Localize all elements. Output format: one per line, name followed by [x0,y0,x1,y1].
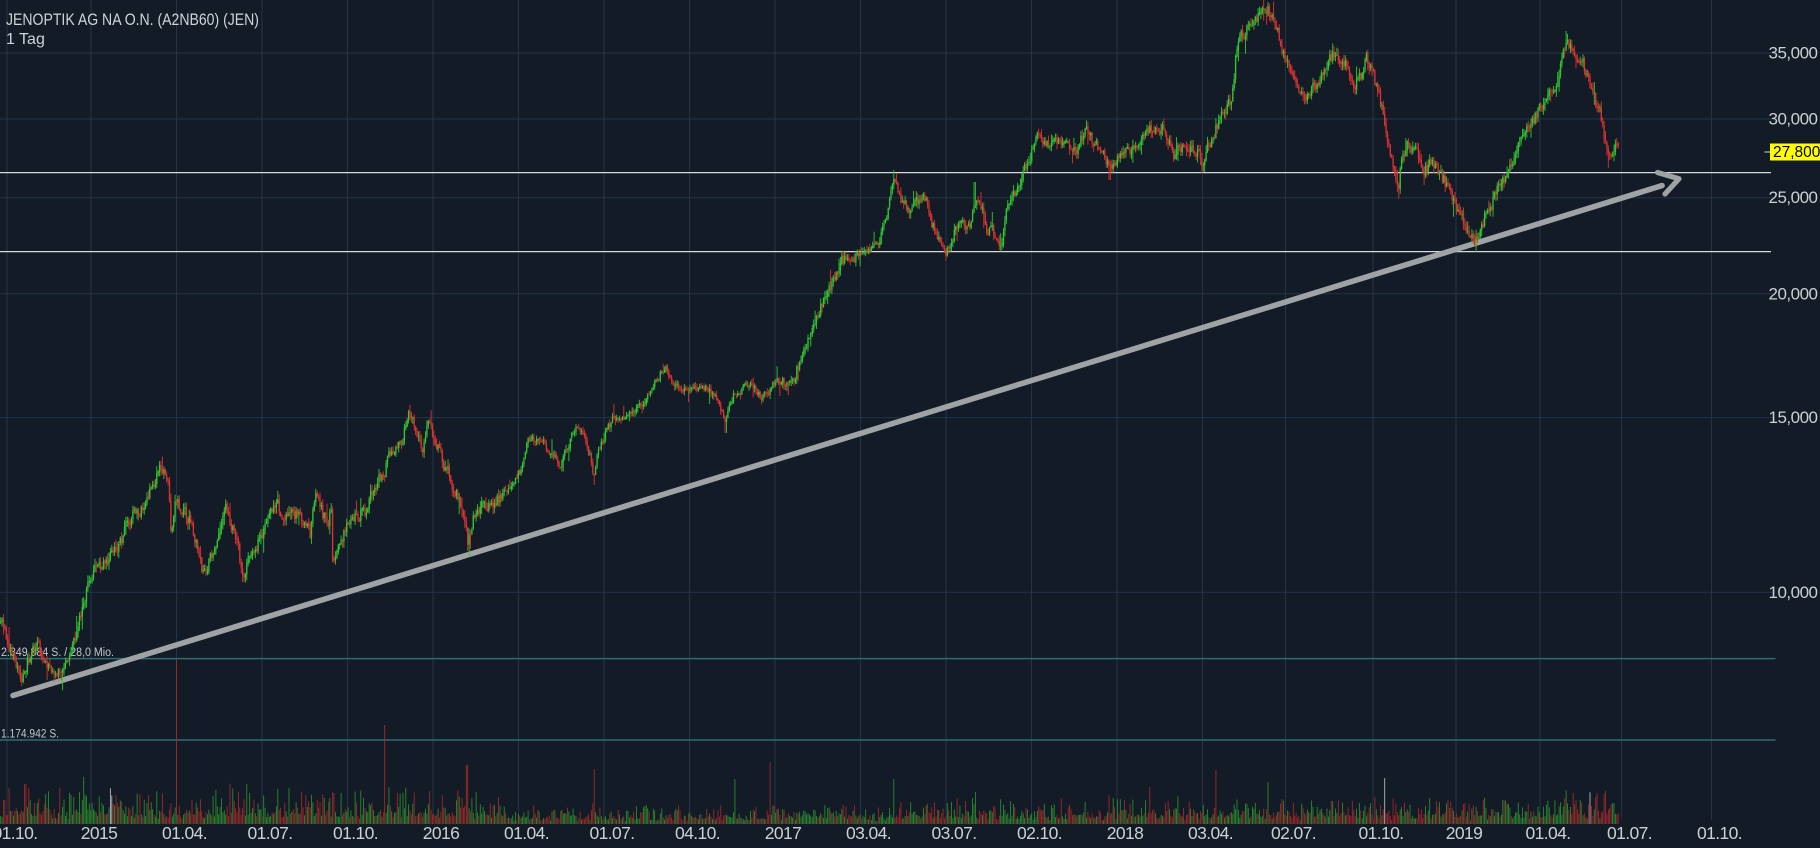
svg-text:03.04.: 03.04. [1188,823,1233,843]
svg-text:01.04.: 01.04. [1525,823,1570,843]
svg-text:01.07.: 01.07. [589,823,634,843]
svg-text:02.07.: 02.07. [1271,823,1316,843]
svg-text:01.07.: 01.07. [1607,823,1652,843]
svg-text:02.10.: 02.10. [1017,823,1062,843]
svg-text:27,800: 27,800 [1773,144,1820,161]
svg-text:2018: 2018 [1107,823,1144,843]
svg-text:1 Tag: 1 Tag [6,31,45,48]
svg-text:01.04.: 01.04. [504,823,549,843]
svg-text:04.10.: 04.10. [675,823,720,843]
svg-text:2.349.884 S. / 28,0 Mio.: 2.349.884 S. / 28,0 Mio. [1,647,114,659]
svg-text:10,000: 10,000 [1769,583,1818,602]
svg-text:01.07.: 01.07. [247,823,292,843]
svg-text:01.10.: 01.10. [333,823,378,843]
svg-text:15,000: 15,000 [1769,408,1818,427]
svg-text:20,000: 20,000 [1769,284,1818,303]
svg-text:30,000: 30,000 [1769,110,1818,129]
svg-text:01.10.: 01.10. [0,823,38,843]
svg-text:2019: 2019 [1446,823,1483,843]
svg-text:JENOPTIK AG NA O.N. (A2NB60) (: JENOPTIK AG NA O.N. (A2NB60) (JEN) [6,10,259,29]
svg-text:2016: 2016 [423,823,460,843]
svg-text:03.07.: 03.07. [931,823,976,843]
svg-text:03.04.: 03.04. [846,823,891,843]
svg-text:2015: 2015 [81,823,118,843]
svg-text:01.10.: 01.10. [1697,823,1742,843]
svg-text:2017: 2017 [765,823,802,843]
svg-text:1.174.942 S.: 1.174.942 S. [1,729,59,741]
svg-text:01.04.: 01.04. [162,823,207,843]
svg-text:35,000: 35,000 [1769,44,1818,63]
svg-text:25,000: 25,000 [1769,188,1818,207]
svg-text:01.10.: 01.10. [1358,823,1403,843]
